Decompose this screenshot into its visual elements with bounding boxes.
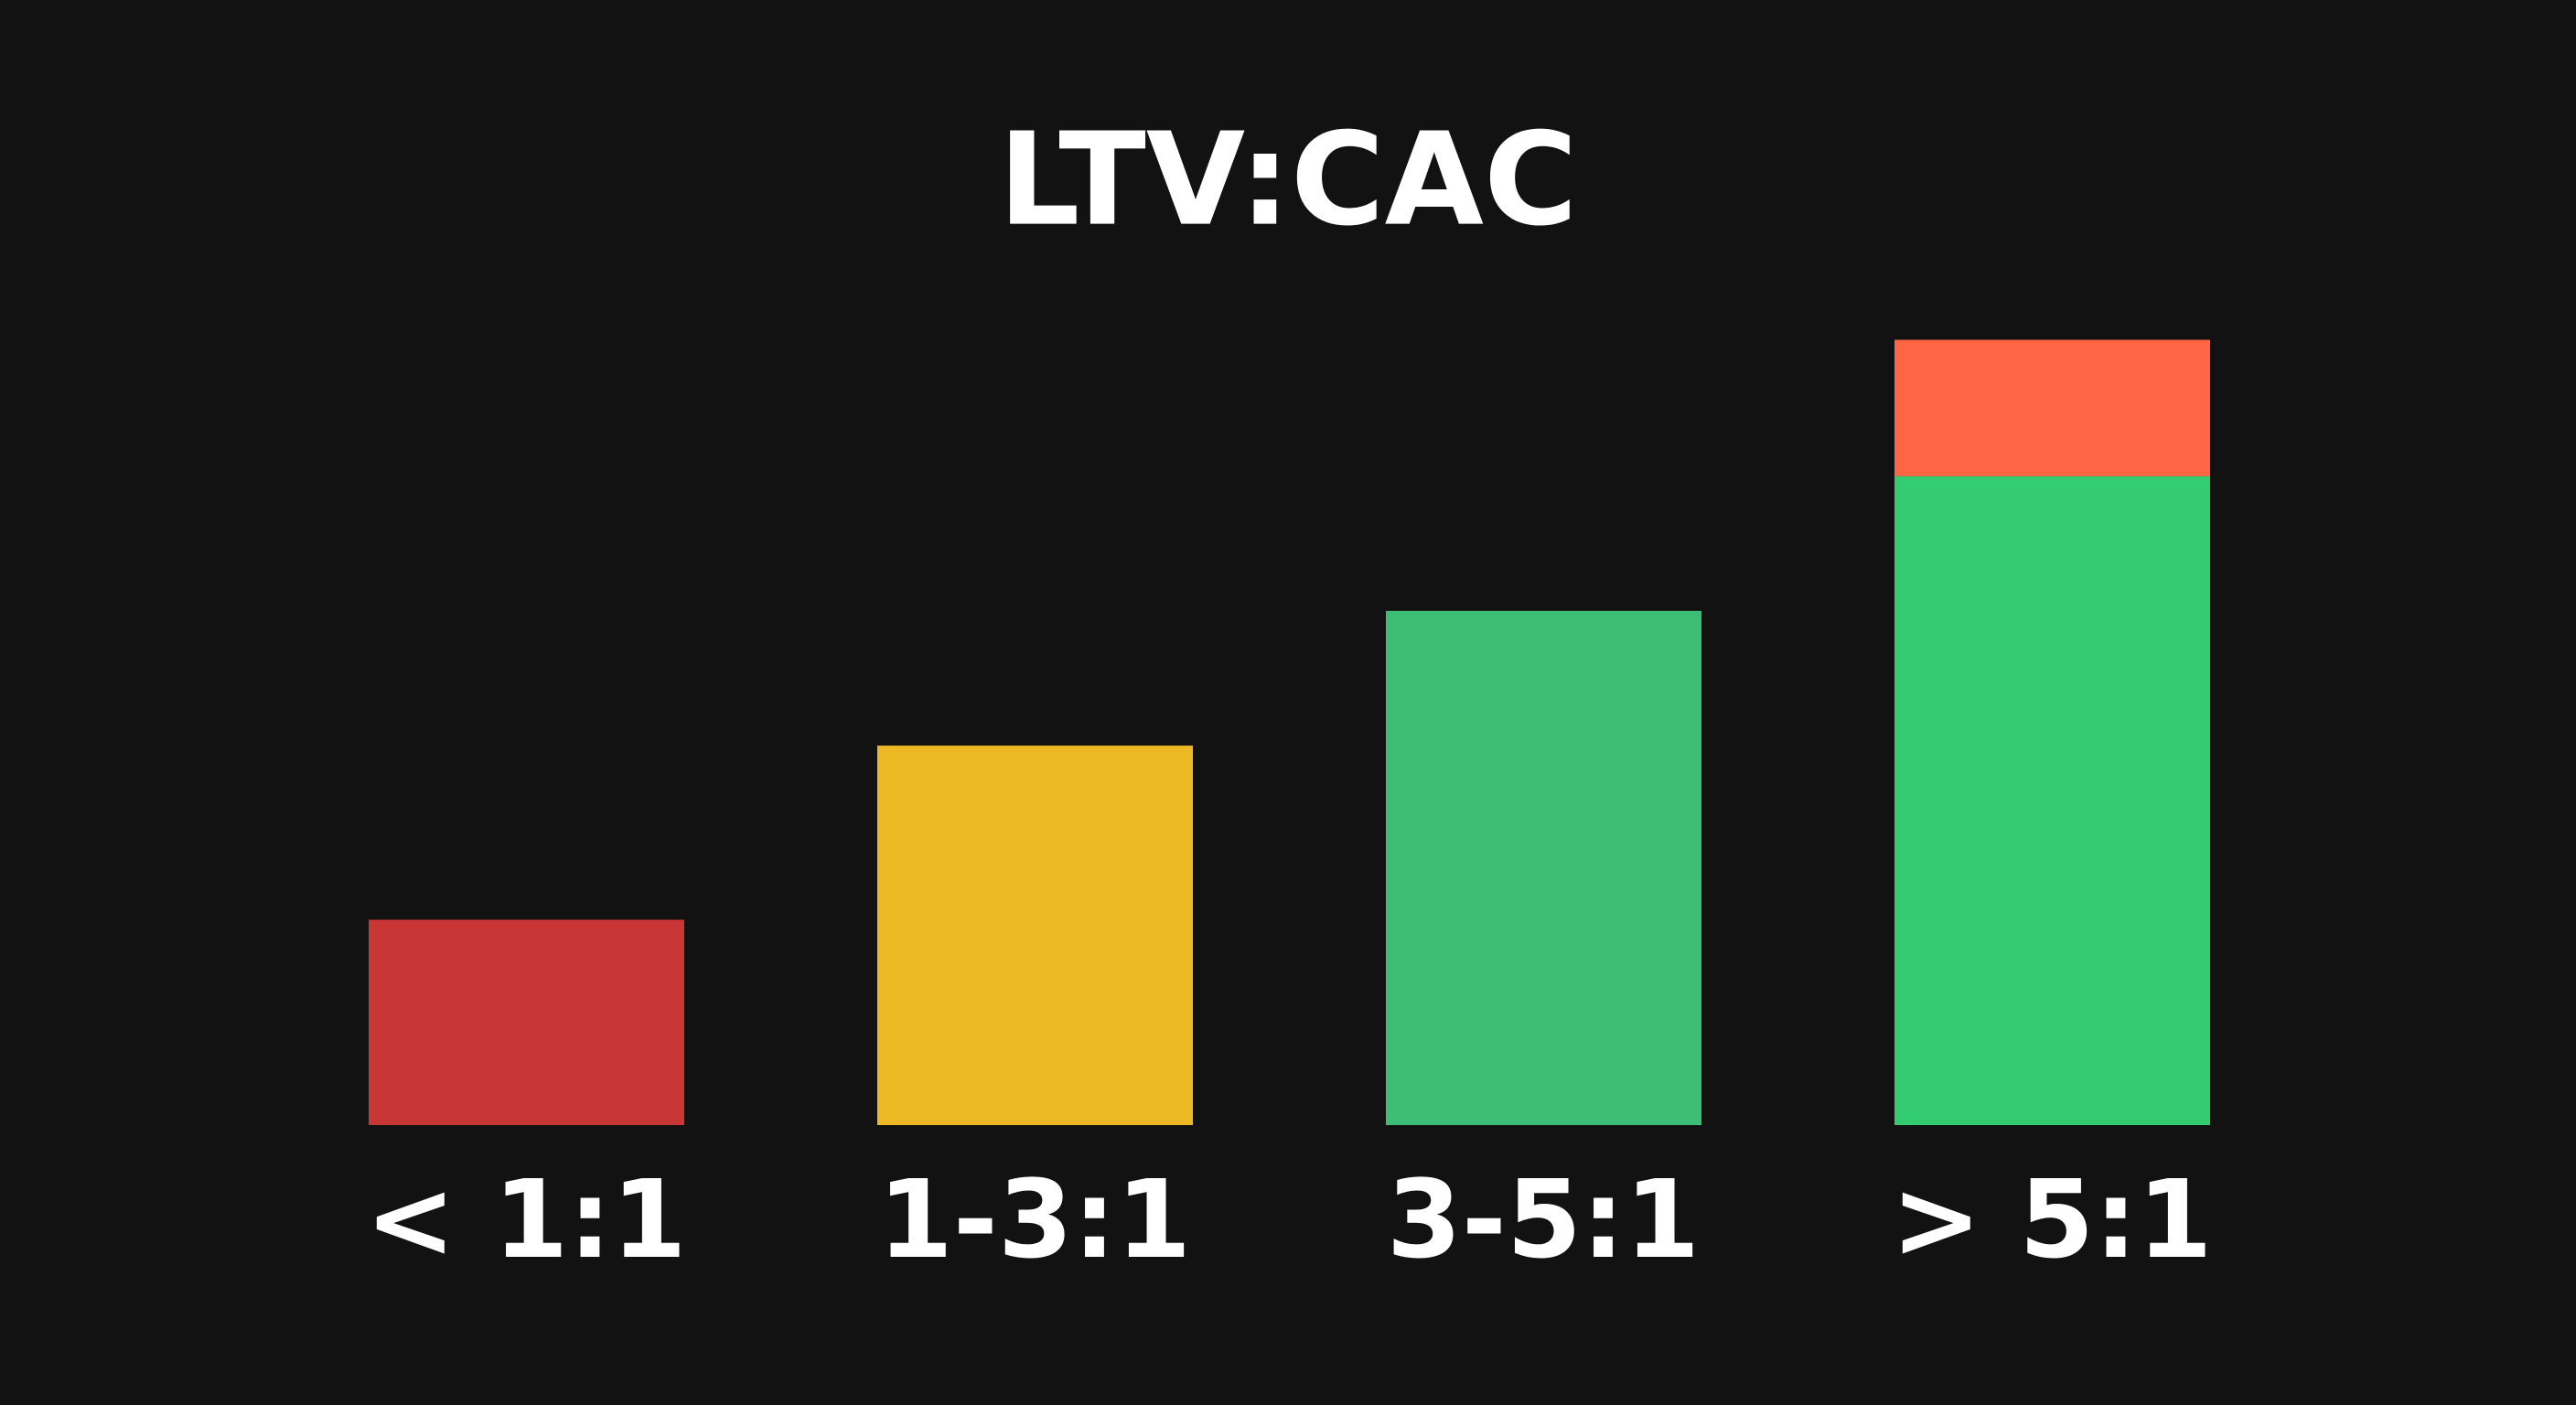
bar-segment (1894, 476, 2210, 1125)
chart-title: LTV:CAC (998, 106, 1577, 255)
bar-segment (877, 745, 1193, 1125)
bar-segment (1386, 610, 1701, 1125)
bar-segment (369, 919, 684, 1125)
bar-segment (1894, 339, 2210, 477)
x-tick-label: 3-5:1 (1387, 1156, 1700, 1282)
x-tick-label: < 1:1 (365, 1156, 686, 1282)
x-tick-label: 1-3:1 (878, 1156, 1191, 1282)
x-tick-label: > 5:1 (1891, 1156, 2212, 1282)
